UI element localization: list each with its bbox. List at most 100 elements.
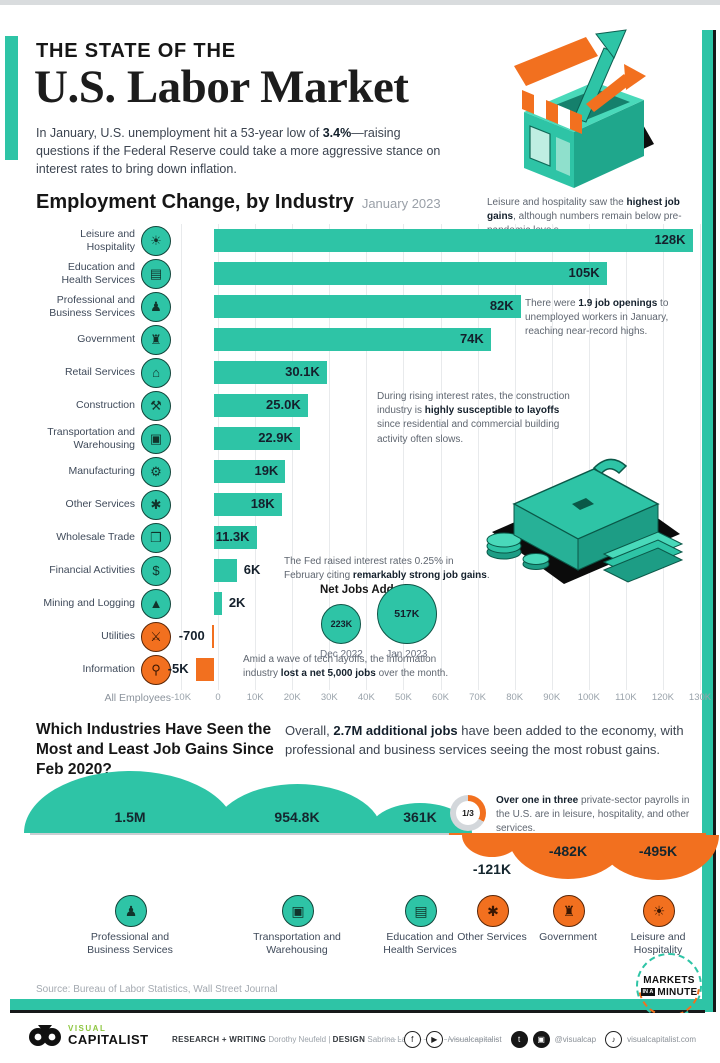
employment-bar (214, 295, 521, 318)
bar-value-label: 18K (250, 496, 275, 511)
bar-value-label: 22.9K (258, 430, 293, 445)
legend-label: Transportation and Warehousing (253, 931, 341, 957)
gridline (700, 224, 701, 690)
gridline (440, 224, 442, 690)
one-third-donut-icon: 1/3 (450, 795, 486, 831)
x-tick: 80K (506, 692, 524, 703)
money-bag-icon: $ (141, 555, 171, 586)
bar-value-label: 19K (254, 463, 279, 478)
employment-bar-chart: Leisure and Hospitality ☀ 128K Education an… (36, 224, 711, 712)
chart-title: Employment Change, by Industry January 20… (36, 191, 441, 214)
social-handle[interactable]: visualcapitalist.com (627, 1035, 696, 1044)
factory-gear-icon: ⚙ (141, 456, 171, 487)
badge-in-a-chip: IN A (640, 988, 656, 996)
facebook-icon[interactable]: f (403, 1031, 421, 1048)
header-accent-bar (5, 36, 18, 160)
employment-bar (214, 526, 257, 549)
employment-bar (214, 328, 491, 351)
employment-bar (214, 559, 237, 582)
industry-label: Retail Services (64, 366, 135, 379)
social-links: f ▶ /visualcapitalist t ▣ @visualcap ♪ visualca… (403, 1031, 700, 1048)
section2-overview: Overall, 2.7M additional jobs have been … (285, 723, 684, 757)
industry-label: Construction (76, 399, 135, 412)
source-note: Source: Bureau of Labor Statistics, Wall… (36, 984, 278, 995)
people-icon: ♟ (141, 291, 171, 322)
industry-label: Transportation and Warehousing (47, 426, 135, 451)
industry-label: Wholesale Trade (56, 531, 135, 544)
job-gain-bubble (462, 835, 522, 857)
callout-text: Over one in three private-sector payroll… (496, 795, 690, 835)
employment-bar (211, 625, 215, 648)
industry-label: Financial Activities (49, 564, 135, 577)
donut-fraction: 1/3 (456, 801, 480, 825)
credit-divider: | (328, 1035, 331, 1044)
industry-row: Manufacturing ⚙ 19K (36, 455, 700, 488)
industry-label: Education and Health Services (61, 261, 135, 286)
industry-row: Leisure and Hospitality ☀ 128K (36, 224, 700, 257)
industry-row: Retail Services ⌂ 30.1K (36, 356, 700, 389)
industry-row: Education and Health Services ▤ 105K (36, 257, 700, 290)
derrick-icon: ▲ (141, 588, 171, 619)
bubble-value-label: -495K (638, 843, 678, 859)
header-kicker: THE STATE OF THE (36, 40, 236, 62)
markets-in-a-minute-badge: MARKETS IN A MINUTE (636, 953, 702, 1019)
truck-icon: ▣ (282, 895, 314, 927)
industry-label: Utilities (101, 630, 135, 643)
bar-value-label: -5K (167, 661, 189, 676)
gridline (551, 224, 553, 690)
gridline (218, 224, 220, 690)
twitter-icon[interactable]: t (510, 1031, 528, 1048)
x-tick: 130K (688, 692, 712, 703)
industry-label: Other Services (65, 498, 135, 511)
net-jobs-point: 517K Jan 2023 (376, 584, 437, 660)
industry-label: Information (82, 663, 135, 676)
social-handle[interactable]: @visualcap (554, 1035, 597, 1044)
net-jobs-circle: 223K (321, 604, 362, 644)
bubble-value-label: 954.8K (274, 809, 320, 825)
truck-icon: ▣ (141, 423, 171, 454)
government-building-icon: ♜ (553, 895, 585, 927)
research-label: RESEARCH + WRITING (172, 1035, 267, 1044)
youtube-icon[interactable]: ▶ (425, 1031, 443, 1048)
palm-tree-icon: ☀ (141, 225, 171, 256)
instagram-icon[interactable]: ▣ (532, 1031, 550, 1048)
visual-capitalist-logo[interactable]: VISUAL CAPITALIST (28, 1022, 149, 1048)
industry-row: Government ♜ 74K (36, 323, 700, 356)
credits: RESEARCH + WRITING Dorothy Neufeld | DES… (172, 1035, 413, 1044)
tiktok-icon[interactable]: ♪ (605, 1031, 623, 1048)
books-icon: ▤ (405, 895, 437, 927)
shopping-bag-icon: ⌂ (141, 357, 171, 388)
x-tick-row: -10K 0 10K 20K 30K 40K 50K 60K 70K 80K 90K 100K 110K… (171, 692, 711, 710)
bar-value-label: -700 (178, 628, 205, 643)
badge-markets-word: MARKETS (643, 974, 695, 986)
bubble-value-label: 361K (403, 809, 437, 825)
briefcase-illustration (486, 458, 684, 584)
gridline (662, 224, 664, 690)
social-handle[interactable]: /visualcapitalist (447, 1035, 502, 1044)
employment-bar (214, 427, 300, 450)
gridline (588, 224, 590, 690)
employment-bar (214, 229, 693, 252)
crane-icon: ⚒ (141, 390, 171, 421)
vc-visual-word: VISUAL (68, 1023, 107, 1033)
gridline (255, 224, 257, 690)
bar-value-label: 2K (228, 595, 246, 610)
annotation-fed: The Fed raised interest rates 0.25% in F… (284, 556, 490, 582)
employment-bar (195, 658, 215, 681)
bottom-border-bar (10, 999, 705, 1014)
bar-value-label: 25.0K (266, 397, 301, 412)
research-name: Dorothy Neufeld (268, 1035, 327, 1044)
x-tick: 20K (283, 692, 301, 703)
x-tick: 0 (215, 692, 221, 703)
employment-bar (214, 460, 286, 483)
services-gear-icon: ✱ (141, 489, 171, 520)
annotation-information: Amid a wave of tech layoffs, the informa… (243, 654, 449, 680)
magnifier-icon: ⚲ (141, 654, 171, 685)
employment-bar (214, 592, 222, 615)
industry-label: Professional and Business Services (49, 294, 135, 319)
industry-label: Government (77, 333, 135, 346)
legend-label: Professional and Business Services (87, 931, 173, 957)
industry-row: Other Services ✱ 18K (36, 488, 700, 521)
legend-label: Education and Health Services (383, 931, 457, 957)
